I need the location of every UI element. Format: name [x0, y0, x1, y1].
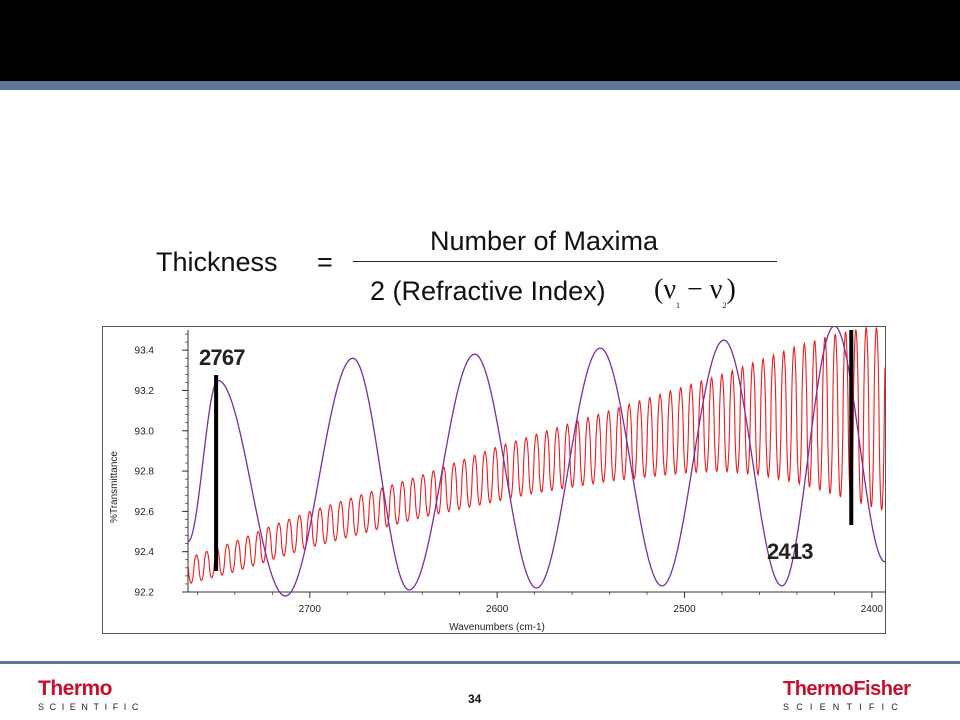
logo-right-sub: SCIENTIFIC: [783, 702, 906, 712]
y-tick-label: 93.4: [135, 346, 155, 357]
spectrum-plot: 92.2 92.4 92.6 92.8 93.0 93.2 93.4 2700 2600 250…: [109, 327, 886, 633]
x-tick-label: 2400: [861, 604, 884, 615]
x-axis-label: Wavenumbers (cm-1): [449, 622, 545, 633]
y-tick-label: 93.0: [135, 426, 155, 437]
y-tick-label: 92.8: [135, 467, 155, 478]
x-axis: 2700 2600 2500 2400: [188, 591, 885, 615]
logo-left-word: Thermo: [38, 677, 113, 700]
y-axis-label: %Transmittance: [109, 451, 120, 523]
formula-lhs: Thickness: [156, 247, 278, 277]
header-stripe: [0, 81, 960, 90]
open-paren: (: [654, 274, 664, 305]
x-tick-label: 2700: [299, 604, 322, 615]
x-tick-label: 2500: [673, 604, 696, 615]
footer-rule: [0, 661, 960, 664]
y-tick-label: 92.4: [135, 547, 155, 558]
spectrum-chart: 92.2 92.4 92.6 92.8 93.0 93.2 93.4 2700 2600 250…: [102, 326, 886, 634]
header-bar: [0, 0, 960, 81]
nu-1-subscript: 1: [676, 301, 680, 310]
close-paren: ): [726, 274, 736, 305]
formula-denominator: 2 (Refractive Index): [370, 276, 606, 306]
fraction-bar: [353, 261, 777, 262]
nu-1-symbol: ν: [663, 274, 676, 305]
marker-label-2413: 2413: [767, 539, 813, 564]
logo-left-sub: SCIENTIFIC: [38, 702, 145, 712]
logo-right-word: ThermoFisher: [783, 678, 911, 700]
nu-2-subscript: 2: [722, 301, 727, 310]
x-tick-label: 2600: [486, 604, 509, 615]
y-tick-label: 92.6: [135, 507, 155, 518]
series-layer: [187, 327, 886, 597]
nu-2-symbol: ν: [709, 274, 723, 305]
formula-equals: =: [317, 247, 333, 277]
marker-label-2767: 2767: [199, 345, 245, 370]
page-number: 34: [468, 692, 482, 706]
formula-wavenumber-difference: (ν1 − ν2): [654, 274, 736, 310]
series-line-broad: [187, 327, 886, 597]
y-tick-label: 92.2: [135, 588, 155, 599]
formula-numerator: Number of Maxima: [430, 226, 659, 256]
thermo-fisher-scientific-logo: ThermoFisher SCIENTIFIC: [783, 678, 911, 713]
annotation-layer: 2767 2413: [199, 330, 854, 571]
series-line-fringes: [187, 327, 886, 584]
y-axis: 92.2 92.4 92.6 92.8 93.0 93.2 93.4: [135, 330, 189, 599]
thermo-scientific-logo: Thermo SCIENTIFIC: [38, 678, 144, 713]
minus-sign: −: [687, 274, 703, 305]
y-tick-label: 93.2: [135, 386, 155, 397]
